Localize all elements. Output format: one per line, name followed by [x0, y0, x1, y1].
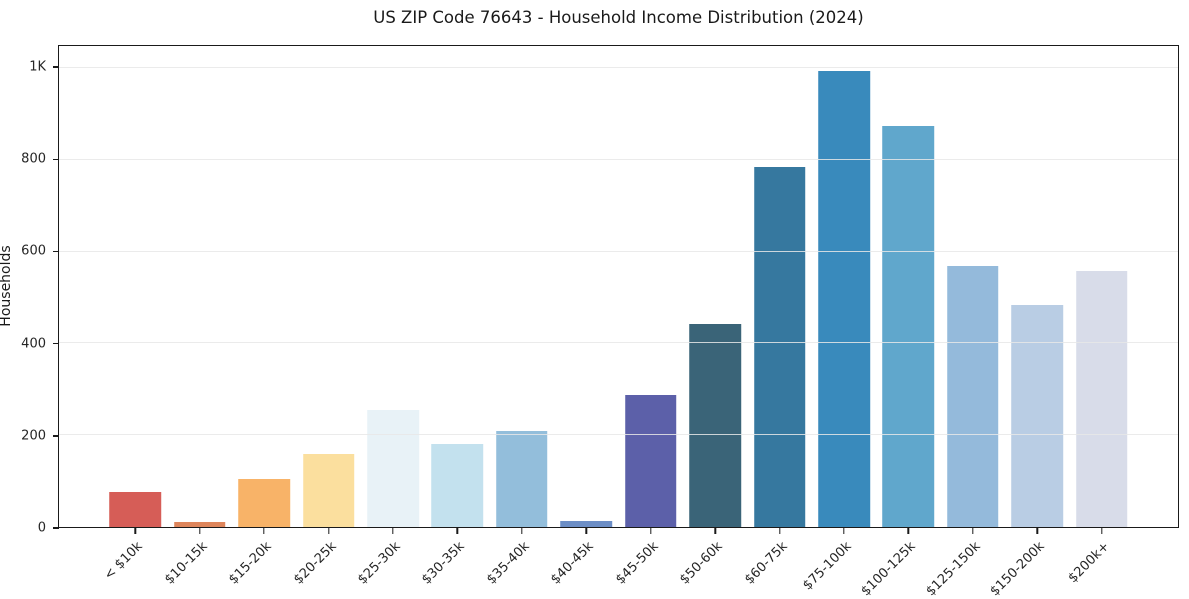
- x-tick-mark: [198, 527, 201, 534]
- x-tick-mark: [392, 527, 394, 534]
- y-tick-label: 0: [37, 520, 46, 536]
- bar-slot: < $10k: [102, 46, 167, 583]
- x-tick-mark: [456, 527, 459, 534]
- x-tick-label: $25-30k: [355, 539, 404, 588]
- bar-$20-25k: [302, 454, 355, 527]
- bar-slot: $35-40k: [484, 46, 554, 587]
- x-tick-mark: [907, 527, 910, 534]
- plot-area: < $10k $10-15k $15-20k $20-25k $25-30k $30-35…: [58, 45, 1179, 599]
- bar-$30-35k: [431, 444, 484, 527]
- bar-$60-75k: [753, 167, 806, 527]
- bar-$75-100k: [818, 71, 870, 527]
- y-tick-label: 200: [21, 428, 46, 444]
- x-tick-mark: [327, 527, 330, 534]
- bar-$100-125k: [882, 125, 935, 527]
- bar-$35-40k: [496, 431, 548, 527]
- bar-$200k+: [1076, 271, 1128, 527]
- x-tick-label: $60-75k: [741, 539, 791, 588]
- y-tick-mark: [53, 527, 59, 529]
- x-tick-mark: [650, 527, 652, 534]
- bar-slot: $15-20k: [226, 46, 296, 587]
- x-tick-label: $20-25k: [290, 539, 340, 588]
- x-tick-label: $125-150k: [923, 539, 984, 599]
- x-tick-label: $50-60k: [677, 539, 726, 588]
- bar-slot: $30-35k: [420, 46, 489, 587]
- y-tick-label: 400: [21, 336, 46, 352]
- bar-slot: $75-100k: [800, 46, 876, 593]
- x-tick-label: $75-100k: [800, 539, 855, 594]
- x-tick-label: $45-50k: [612, 539, 662, 588]
- bar-$15-20k: [238, 479, 290, 527]
- bar-$150-200k: [1011, 305, 1064, 527]
- x-tick-label: $35-40k: [483, 539, 533, 588]
- y-tick-label: 600: [21, 243, 46, 259]
- y-tick-label: 800: [21, 151, 46, 167]
- bar-slot: $25-30k: [355, 46, 425, 587]
- bar-$50-60k: [689, 324, 741, 527]
- x-tick-mark: [263, 527, 265, 534]
- y-tick-mark: [53, 66, 59, 68]
- bar-slot: $10-15k: [162, 46, 231, 587]
- bar-slot: $60-75k: [742, 46, 811, 587]
- bar-$10-15k: [173, 522, 226, 527]
- x-tick-mark: [134, 527, 136, 534]
- x-tick-label: < $10k: [101, 539, 146, 584]
- x-tick-mark: [521, 527, 523, 534]
- x-tick-mark: [1036, 527, 1039, 534]
- x-tick-label: $200k+: [1065, 539, 1113, 587]
- bar-slot: $100-125k: [859, 46, 940, 599]
- bar-slot: $20-25k: [291, 46, 360, 587]
- bar-slot: $125-150k: [923, 46, 1005, 599]
- bar-slot: $45-50k: [613, 46, 683, 587]
- x-tick-mark: [972, 527, 974, 534]
- y-tick-label: 1K: [29, 59, 46, 75]
- x-tick-mark: [714, 527, 716, 534]
- x-tick-label: $100-125k: [858, 539, 920, 599]
- y-tick-mark: [53, 250, 59, 253]
- y-axis: 0 200 400 600 800 1K: [0, 45, 59, 536]
- x-tick-label: $15-20k: [226, 539, 275, 588]
- y-tick-mark: [53, 342, 59, 345]
- bars-layer: < $10k $10-15k $15-20k $20-25k $25-30k $30-35…: [59, 46, 1178, 599]
- bar-slot: $40-45k: [548, 46, 618, 587]
- bar-$40-45k: [560, 521, 613, 527]
- x-tick-mark: [778, 527, 781, 534]
- bar-$25-30k: [367, 409, 419, 527]
- chart-title: US ZIP Code 76643 - Household Income Dis…: [373, 8, 864, 27]
- bar-slot: $200k+: [1065, 46, 1134, 586]
- x-tick-label: $30-35k: [419, 539, 469, 588]
- bar-$45-50k: [624, 395, 677, 527]
- x-tick-label: $150-200k: [987, 539, 1048, 599]
- bar-slot: $150-200k: [988, 46, 1069, 599]
- bar-slot: $50-60k: [677, 46, 747, 587]
- bar-$125-150k: [947, 265, 999, 527]
- x-tick-label: $10-15k: [161, 539, 211, 588]
- x-tick-mark: [585, 527, 587, 534]
- y-tick-mark: [53, 158, 59, 160]
- y-tick-mark: [53, 435, 59, 437]
- x-tick-mark: [1101, 527, 1103, 534]
- bar-< $10k: [109, 492, 161, 527]
- x-tick-label: $40-45k: [548, 539, 597, 588]
- x-tick-mark: [843, 527, 845, 534]
